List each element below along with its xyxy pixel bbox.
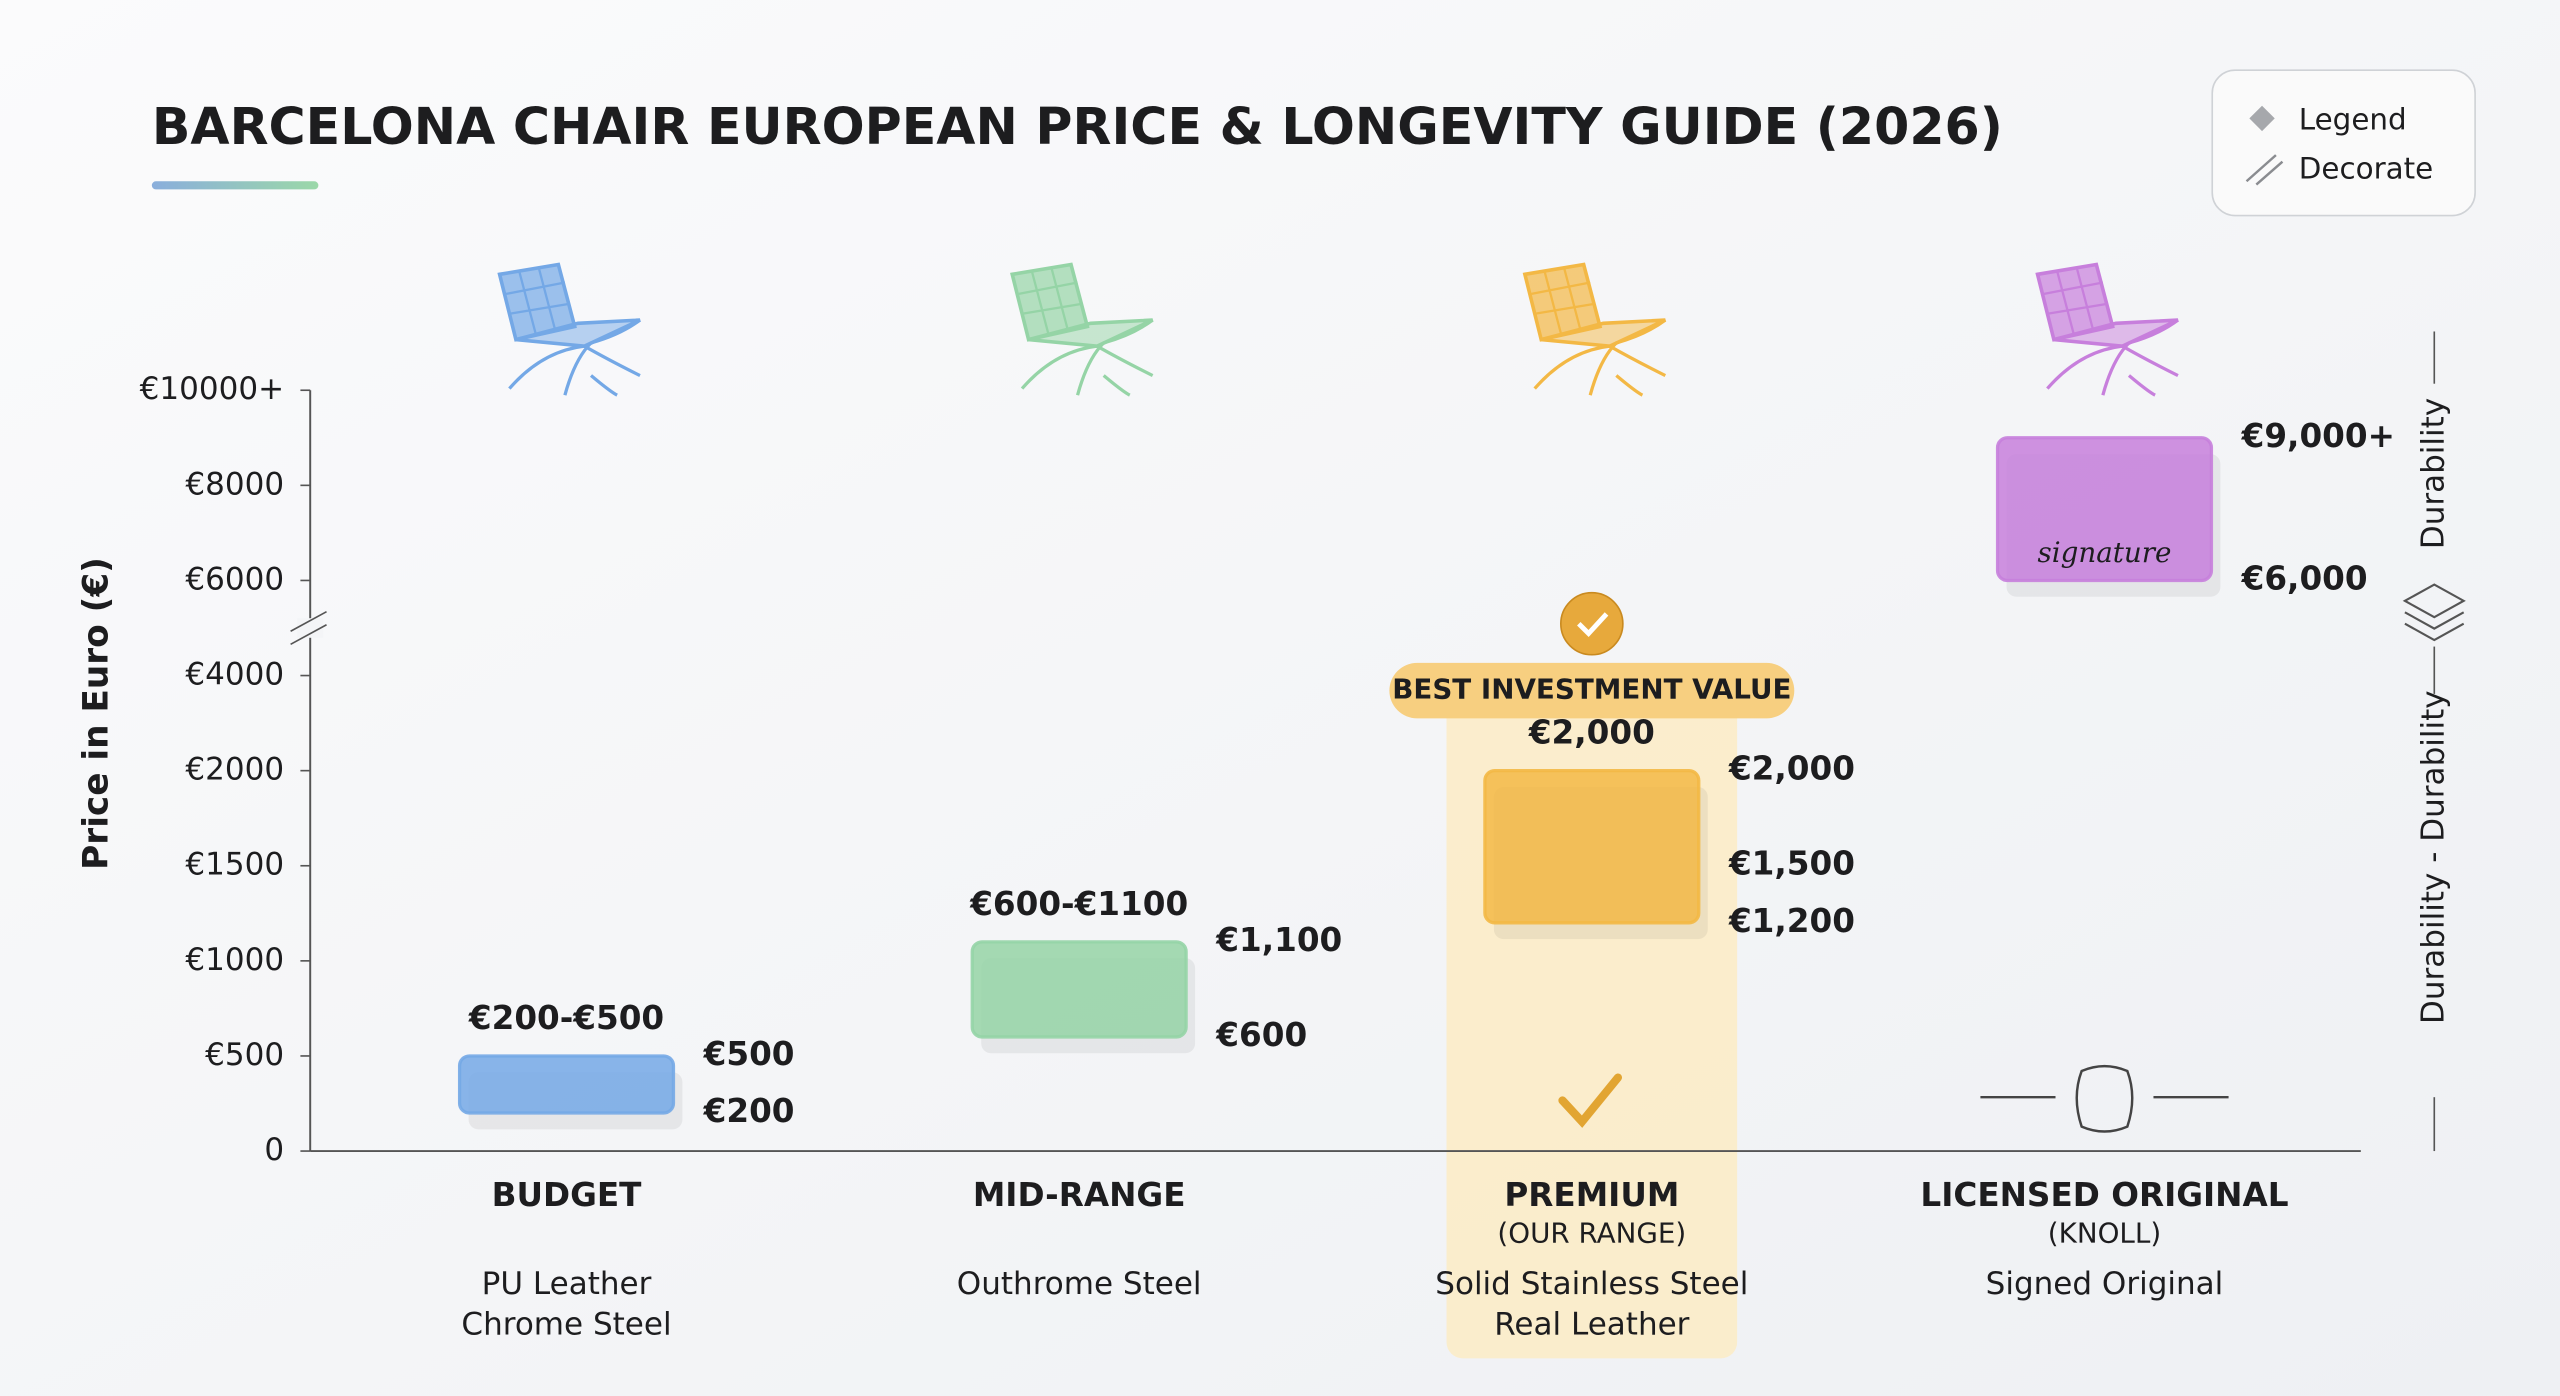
material-label: Solid Stainless Steel <box>1435 1266 1748 1302</box>
chair-legs <box>1533 318 1667 397</box>
axis-break <box>290 610 327 646</box>
value-label: €6,000 <box>2241 559 2368 597</box>
badge-seal <box>1560 591 1624 656</box>
y-tick-label: €4000 <box>185 657 284 693</box>
chair-legs <box>2046 318 2179 397</box>
legend-icon <box>2245 154 2284 186</box>
value-label: €1,200 <box>1728 902 1855 940</box>
material-label: Signed Original <box>1986 1266 2224 1302</box>
chair-icon <box>1522 262 1667 397</box>
chair-icon <box>1010 262 1154 397</box>
value-label: €9,000+ <box>2241 417 2395 455</box>
leather-icon <box>1980 1064 2229 1133</box>
y-tick-label: €2000 <box>185 752 284 788</box>
chair-grid <box>505 267 570 334</box>
x-tick-label: BUDGET <box>492 1176 643 1214</box>
x-tick-label: MID-RANGE <box>973 1176 1186 1214</box>
chart-title: BARCELONA CHAIR EUROPEAN PRICE & LONGEVI… <box>152 97 2003 156</box>
check-mark <box>1558 1073 1623 1128</box>
chair-grid <box>1018 267 1083 334</box>
chair-seat <box>515 318 641 348</box>
chair-legs <box>1020 318 1154 397</box>
title-underline <box>151 181 319 190</box>
side-axis-label: Durability - Durability <box>2415 690 2451 1024</box>
y-tick-label: 0 <box>264 1132 284 1168</box>
range-label: €2,000 <box>1528 714 1655 752</box>
material-label: Outhrome Steel <box>957 1266 1202 1302</box>
axis-break-gap <box>297 618 324 638</box>
legend-box[interactable] <box>2211 69 2476 217</box>
chair-grid <box>2043 267 2108 334</box>
category-sublabel: (KNOLL) <box>2048 1216 2161 1249</box>
badge-pill <box>1389 662 1795 719</box>
value-label: €1,500 <box>1728 845 1855 883</box>
value-label: €600 <box>1215 1016 1307 1054</box>
material-label: Chrome Steel <box>461 1307 671 1343</box>
chair-grid <box>1531 267 1596 334</box>
range-label: €200-€500 <box>468 999 664 1037</box>
bar <box>1483 769 1701 925</box>
badge-label: BEST INVESTMENT VALUE <box>1392 673 1791 706</box>
chair-legs <box>508 318 641 397</box>
side-axis-label: Durability <box>2415 398 2451 549</box>
y-tick-label: €1000 <box>185 942 284 978</box>
y-tick-label: €10000+ <box>140 371 284 407</box>
chair-icon <box>2035 262 2179 397</box>
chair-seat <box>1540 318 1667 348</box>
y-tick-label: €500 <box>205 1037 284 1073</box>
value-label: €2,000 <box>1728 750 1855 788</box>
y-tick-label: €8000 <box>185 466 284 502</box>
chair-seat <box>1028 318 1154 348</box>
value-label: €200 <box>703 1092 795 1130</box>
chair-icon <box>497 262 641 397</box>
bar <box>457 1054 676 1115</box>
category-sublabel: (OUR RANGE) <box>1497 1216 1686 1249</box>
chair-seat <box>2053 318 2179 348</box>
value-label: €500 <box>703 1035 795 1073</box>
x-tick-label: LICENSED ORIGINAL <box>1920 1176 2288 1214</box>
bar <box>1995 436 2214 583</box>
badge-check <box>1577 612 1609 638</box>
y-axis-label: Price in Euro (€) <box>76 557 116 870</box>
layers-icon <box>2402 583 2466 642</box>
y-tick-label: €1500 <box>185 847 284 883</box>
y-tick-label: €6000 <box>185 561 284 597</box>
material-label: PU Leather <box>482 1266 652 1302</box>
bar <box>970 940 1188 1039</box>
value-label: €1,100 <box>1215 921 1342 959</box>
material-label: Real Leather <box>1494 1307 1689 1343</box>
bar-inscription: signature <box>2037 536 2171 569</box>
x-tick-label: PREMIUM <box>1504 1176 1679 1214</box>
legend-item: Decorate <box>2299 151 2433 185</box>
range-label: €600-€1100 <box>969 885 1188 923</box>
legend-item: Legend <box>2299 102 2407 136</box>
